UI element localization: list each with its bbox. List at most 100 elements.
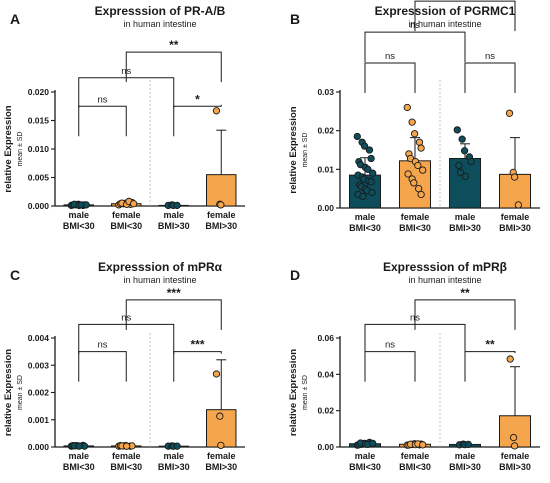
x-tick-label: female [112,451,141,461]
chart-title: Expresssion of mPRα [98,260,223,274]
significance-bracket [365,63,415,93]
x-tick-label: male [163,210,184,220]
y-tick-label: 0.00 [317,203,334,213]
y-axis-sublabel: mean ± SD [17,375,24,410]
data-point [420,167,426,173]
y-axis-label: relative Expression [3,349,14,436]
significance-bracket [365,352,415,382]
x-tick-label: female [112,210,141,220]
data-point [511,174,517,180]
y-tick-label: 0.005 [28,173,50,183]
x-tick-label: BMI>30 [449,462,481,472]
significance-bracket [174,352,222,382]
data-point [354,133,360,139]
chart-subtitle: in human intestine [123,275,196,285]
data-point [411,131,417,137]
chart-title: Expresssion of PR-A/B [95,4,226,18]
data-point [510,434,516,440]
y-tick-label: 0.02 [317,406,334,416]
significance-bracket [79,106,127,136]
chart-title: Expresssion of mPRβ [383,260,507,274]
significance-bracket [79,352,127,382]
y-tick-label: 0.000 [28,201,50,211]
y-axis-label: relative Expression [288,106,299,193]
significance-label: ** [460,286,470,300]
x-tick-label: male [355,451,376,461]
data-point [130,201,136,207]
significance-label: *** [167,286,181,300]
data-point [218,202,224,208]
x-tick-label: male [355,212,376,222]
data-point [462,173,468,179]
x-tick-label: male [455,212,476,222]
data-point [83,202,89,208]
significance-label: ** [485,338,495,352]
y-tick-label: 0.02 [317,126,334,136]
x-tick-label: BMI>30 [499,223,531,233]
significance-label: ns [385,51,395,62]
data-point [370,440,376,446]
y-tick-label: 0.020 [28,87,50,97]
x-tick-label: BMI<30 [399,223,431,233]
panel-letter: A [10,11,20,27]
chart-title: Expresssion of PGRMC1 [375,4,516,18]
data-point [213,371,219,377]
data-point [366,147,372,153]
data-point [123,443,129,449]
significance-label: ns [97,340,107,351]
data-point [213,108,219,114]
significance-label: * [195,92,200,106]
significance-label: ns [485,51,495,62]
x-tick-label: male [68,451,89,461]
panel-a: A Expresssion of PR-A/Bin human intestine… [3,4,245,231]
data-point [454,127,460,133]
significance-bracket [79,78,174,108]
data-point [404,104,410,110]
panel-letter: B [290,11,300,27]
panel-letter: C [10,267,20,283]
chart-subtitle: in human intestine [123,19,196,29]
y-axis-sublabel: mean ± SD [302,133,309,168]
data-point [461,148,467,154]
x-tick-label: BMI<30 [110,462,142,472]
panel-letter: D [290,267,300,283]
significance-label: *** [190,338,204,352]
y-tick-label: 0.04 [317,369,334,379]
significance-label: ns [97,94,107,105]
x-tick-label: BMI<30 [63,221,95,231]
data-point [174,443,180,449]
x-tick-label: female [401,451,430,461]
data-point [217,413,223,419]
data-point [459,136,465,142]
y-tick-label: 0.01 [317,164,334,174]
x-tick-label: BMI>30 [449,223,481,233]
y-tick-label: 0.001 [28,415,50,425]
y-tick-label: 0.015 [28,116,50,126]
data-point [511,443,517,449]
x-tick-label: male [163,451,184,461]
y-axis-label: relative Expression [3,105,14,192]
data-point [465,441,471,447]
data-point [368,155,374,161]
chart-subtitle: in human intestine [408,275,481,285]
significance-bracket [465,352,515,382]
y-tick-label: 0.000 [28,442,50,452]
x-tick-label: BMI<30 [399,462,431,472]
x-tick-label: BMI<30 [349,223,381,233]
y-tick-label: 0.003 [28,360,50,370]
data-point [370,170,376,176]
data-point [76,443,82,449]
x-tick-label: female [401,212,430,222]
x-tick-label: female [501,451,530,461]
data-point [456,162,462,168]
y-axis-sublabel: mean ± SD [302,375,309,410]
data-point [360,193,366,199]
data-point [507,356,513,362]
data-point [174,202,180,208]
data-point [369,189,375,195]
data-point [218,442,224,448]
